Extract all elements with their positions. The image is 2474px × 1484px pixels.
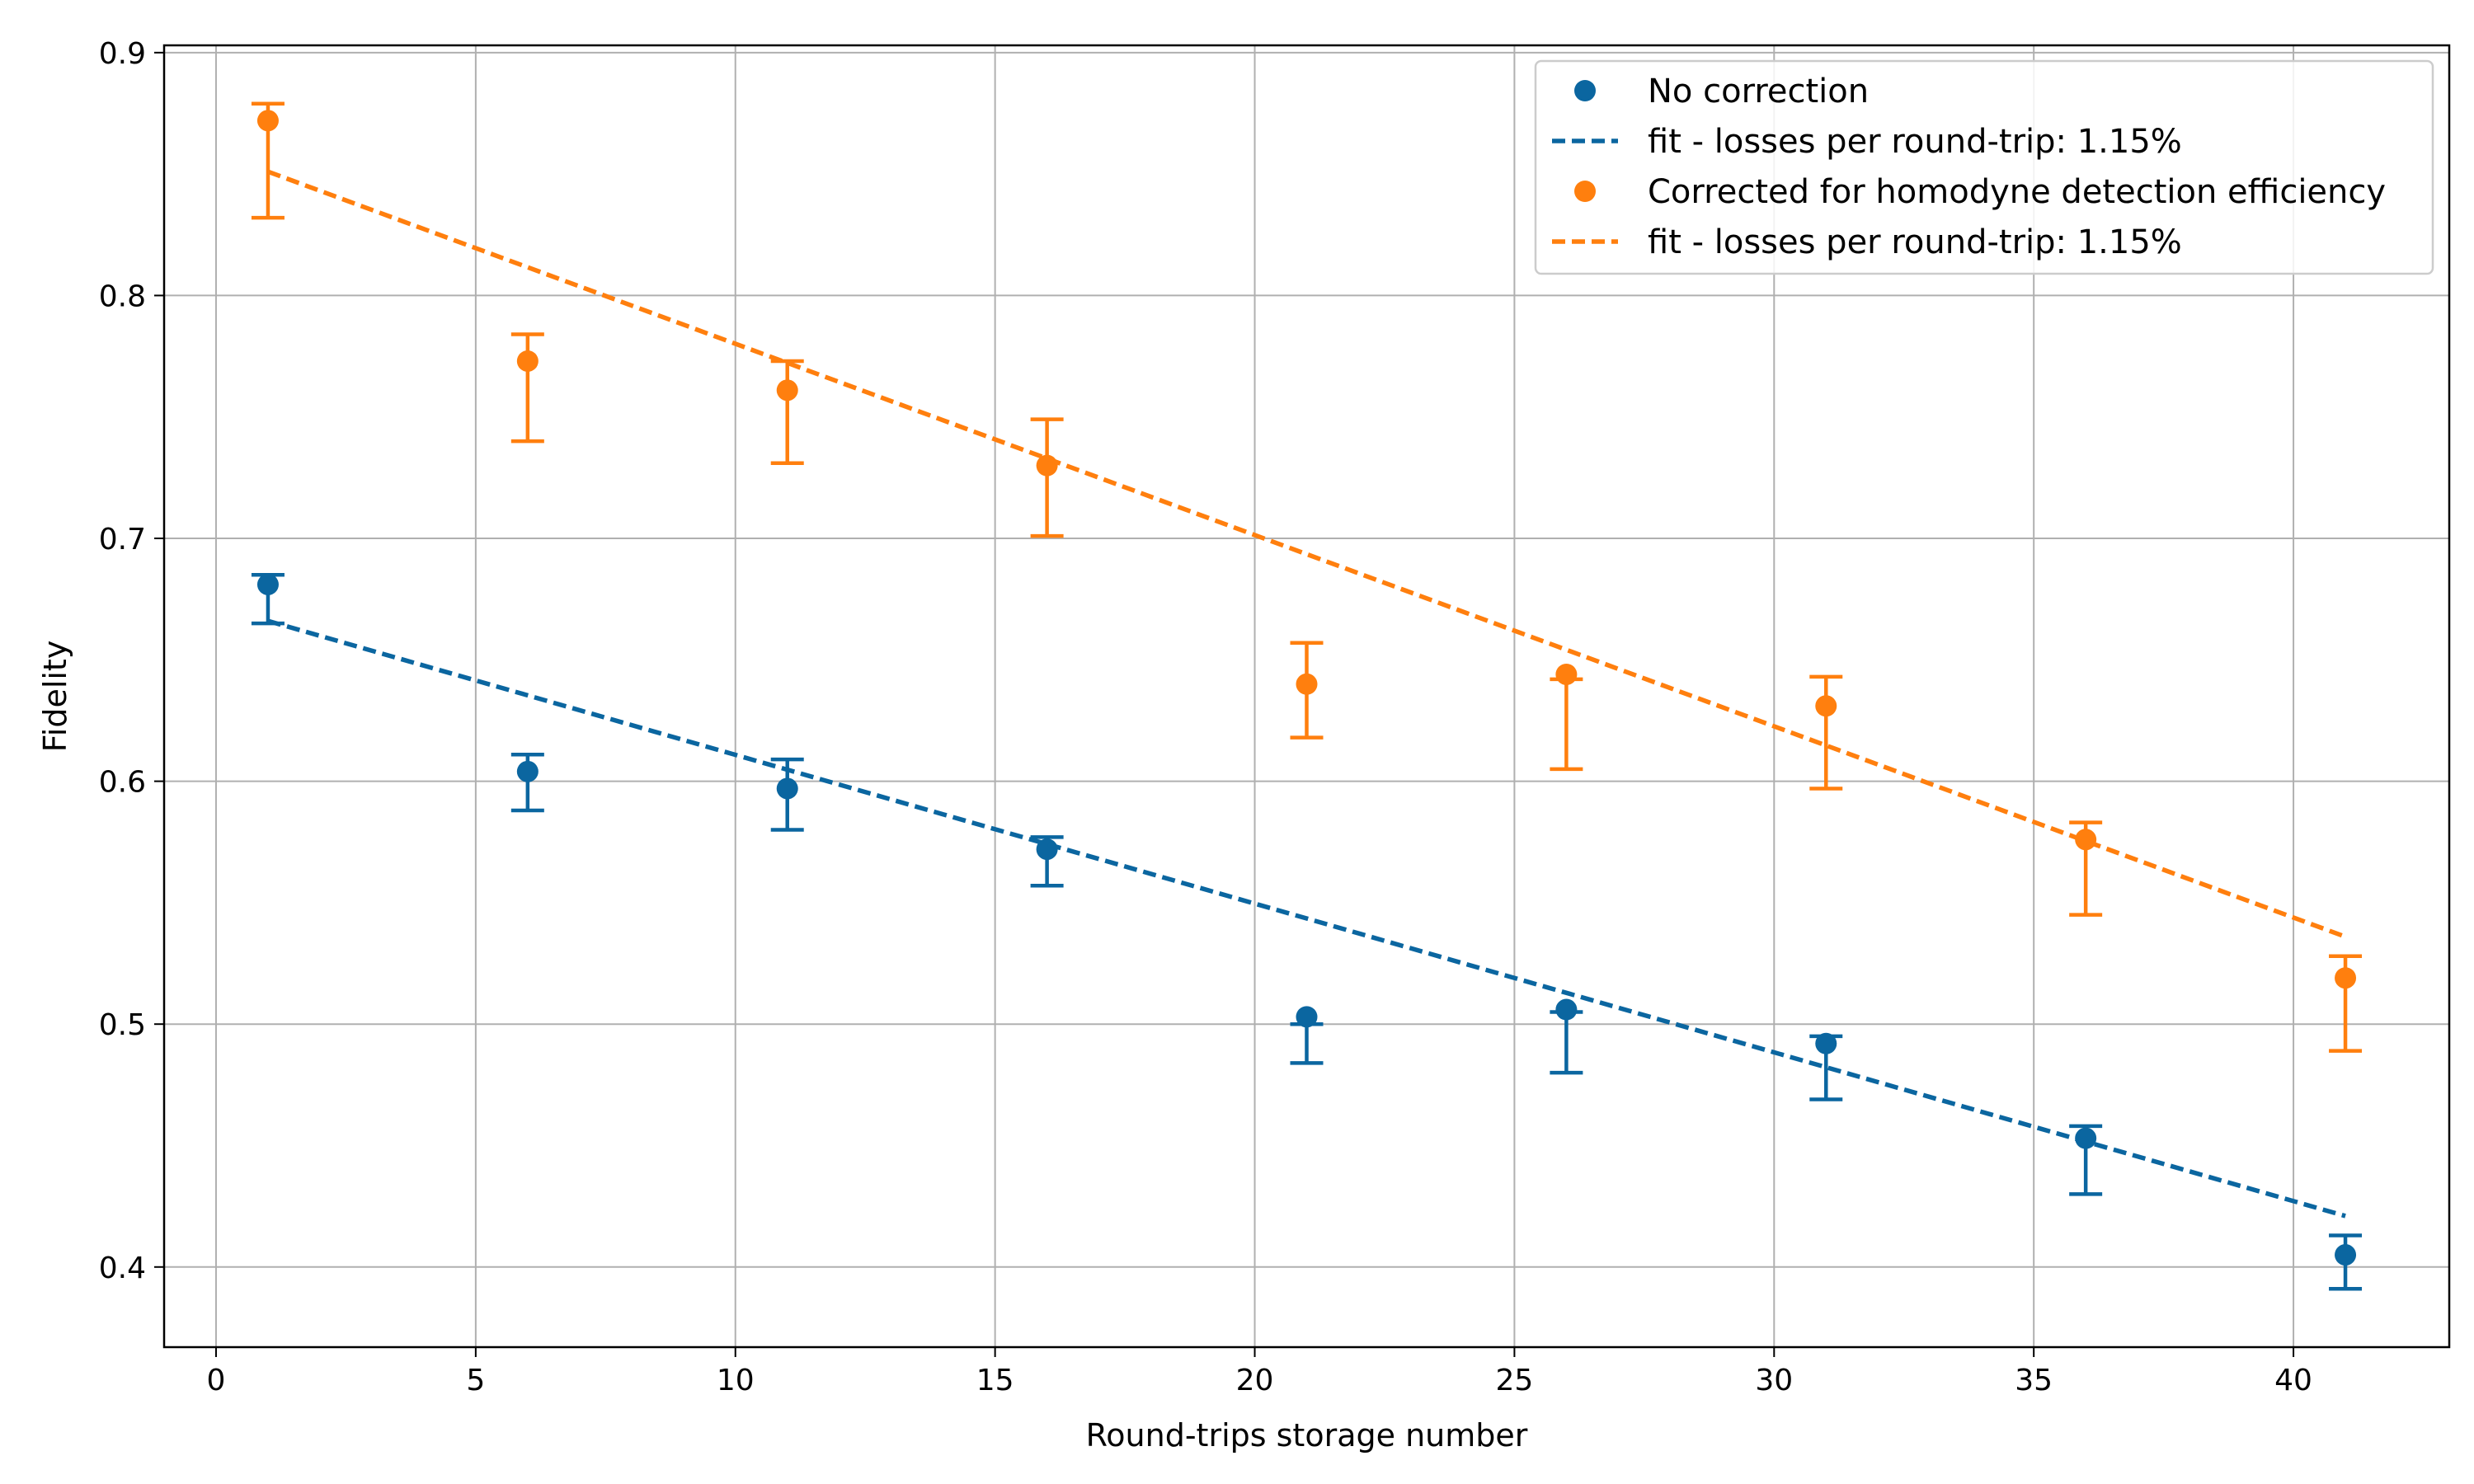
data-point [1815, 1032, 1837, 1054]
x-tick-label: 35 [2015, 1364, 2053, 1397]
fit-line [267, 169, 2346, 939]
y-tick-label: 0.8 [99, 279, 146, 313]
data-point [1296, 673, 1318, 695]
fit-line [267, 618, 2346, 1219]
series-2 [251, 101, 2363, 1053]
y-tick-label: 0.6 [99, 766, 146, 800]
series-1 [267, 618, 2346, 1219]
data-point [1815, 695, 1837, 717]
legend-marker-symbol [1574, 80, 1596, 101]
data-point [776, 379, 798, 402]
data-point [516, 350, 539, 372]
data-point [1555, 663, 1578, 685]
legend-label: Corrected for homodyne detection efficie… [1648, 173, 2386, 211]
x-tick-label: 30 [1755, 1364, 1793, 1397]
data-point [516, 760, 539, 782]
y-tick-label: 0.9 [99, 37, 146, 71]
data-point [776, 777, 798, 800]
data-point [2075, 1127, 2097, 1149]
legend-marker-symbol [1574, 181, 1596, 202]
data-point [1555, 998, 1578, 1021]
axes-frame [162, 44, 2451, 1349]
series-3 [267, 169, 2346, 939]
x-tick-label: 0 [207, 1364, 226, 1397]
legend-label: fit - losses per round-trip: 1.15% [1648, 223, 2182, 261]
x-tick-label: 5 [466, 1364, 485, 1397]
legend: No correction fit - losses per round-trip… [1534, 59, 2434, 275]
x-axis-label: Round-trips storage number [1086, 1417, 1528, 1453]
y-tick-label: 0.4 [99, 1252, 146, 1285]
legend-box [1534, 59, 2434, 275]
x-tick-label: 10 [717, 1364, 755, 1397]
x-tick-label: 25 [1496, 1364, 1534, 1397]
series-layer [251, 101, 2363, 1291]
data-point [256, 110, 279, 132]
x-tick-label: 15 [976, 1364, 1014, 1397]
legend-label: fit - losses per round-trip: 1.15% [1648, 123, 2182, 161]
ticks: 0 5 10 15 20 25 30 35 40 0.4 0.5 0.6 0.7 0.8 0.9 [99, 37, 2312, 1397]
x-tick-label: 20 [1236, 1364, 1274, 1397]
y-tick-label: 0.7 [99, 523, 146, 556]
data-point [2335, 967, 2357, 989]
legend-label: No correction [1648, 73, 1869, 110]
data-point [2335, 1244, 2357, 1266]
y-tick-label: 0.5 [99, 1008, 146, 1042]
data-point [1296, 1006, 1318, 1028]
series-0 [251, 572, 2363, 1291]
data-point [256, 573, 279, 595]
x-tick-label: 40 [2274, 1364, 2312, 1397]
y-axis-label: Fidelity [37, 641, 73, 753]
